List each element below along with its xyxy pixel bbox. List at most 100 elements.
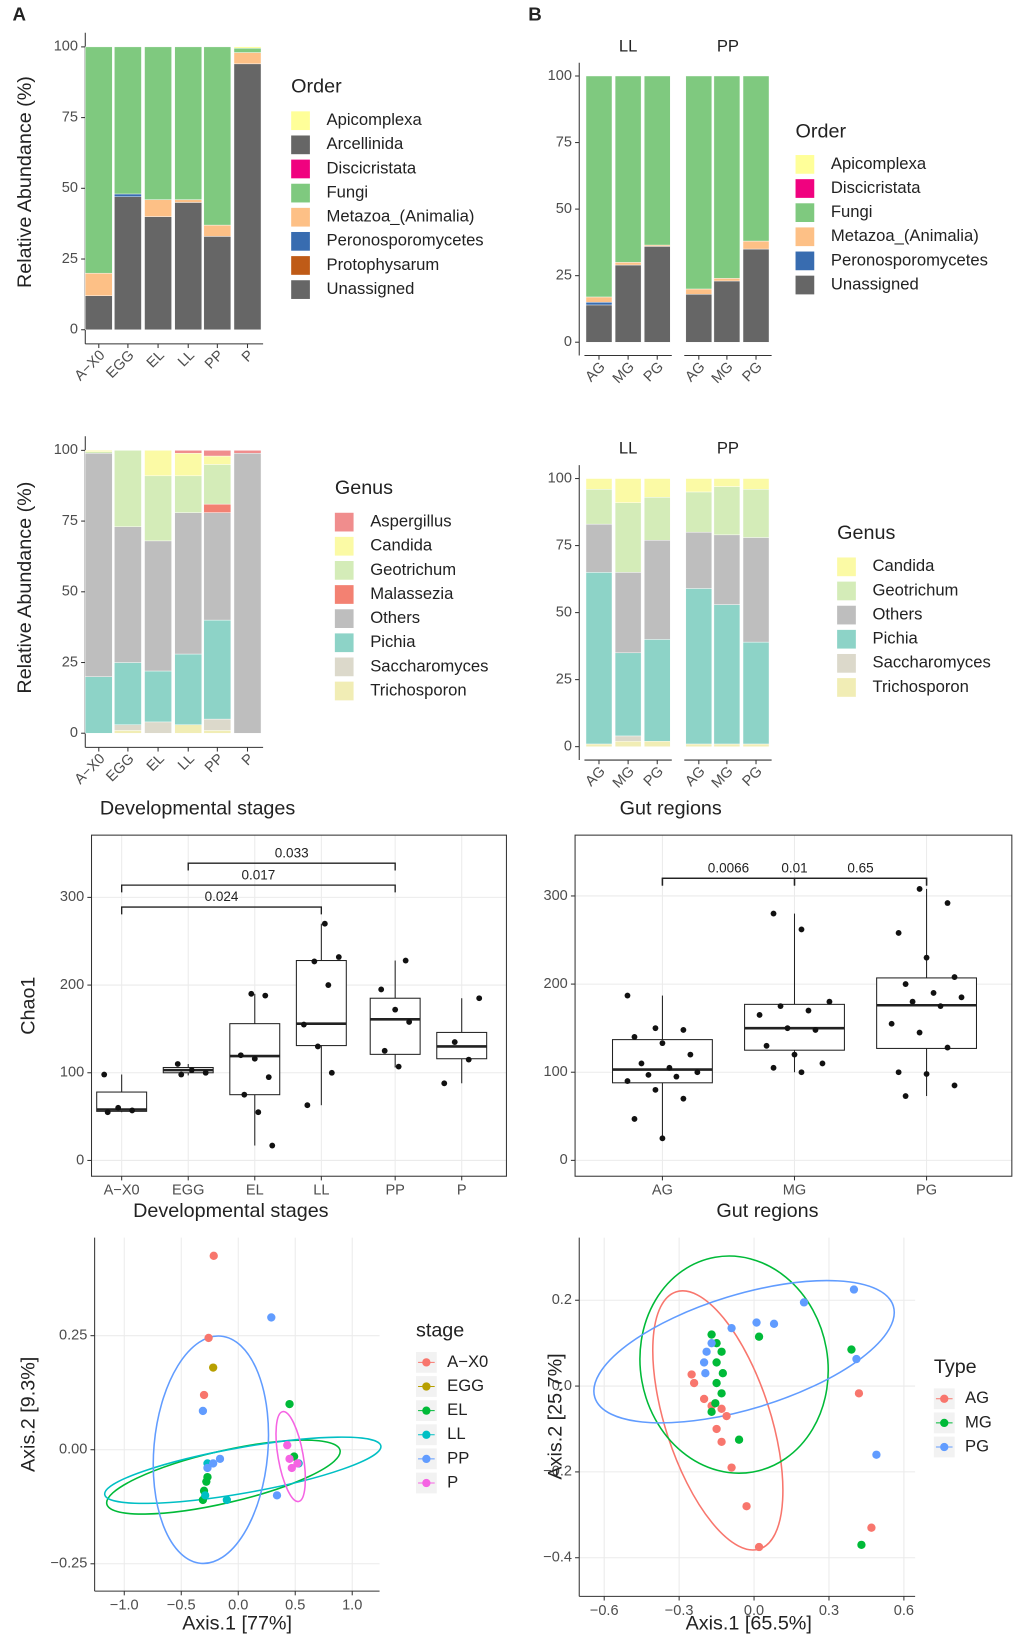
x-tick-label: MG	[709, 764, 737, 792]
bar-segment	[585, 572, 613, 745]
point	[203, 1463, 212, 1473]
point	[722, 1411, 731, 1421]
x-axis-title: Axis.1 [77%]	[182, 1613, 292, 1635]
legend-label: Arcellinida	[327, 134, 404, 153]
x-tick-label: PG	[641, 764, 667, 790]
point	[717, 1389, 726, 1398]
y-tick-label: 0.25	[59, 1328, 87, 1344]
x-tick-label: 0.5	[285, 1598, 305, 1614]
point	[666, 1064, 673, 1071]
legend-label: Saccharomyces	[370, 656, 488, 675]
bar-segment	[114, 193, 142, 198]
bar-segment	[585, 75, 613, 298]
legend-label: Fungi	[327, 182, 369, 201]
legend-label: Candida	[872, 556, 935, 575]
point	[476, 995, 483, 1002]
legend-label: Metazoa_(Animalia)	[327, 207, 475, 226]
legend-key	[795, 227, 815, 247]
bar-segment	[713, 280, 741, 343]
x-tick-label: PG	[740, 764, 766, 790]
x-tick-label: 0.0	[228, 1598, 248, 1614]
point	[104, 1109, 111, 1116]
x-tick-label: AG	[652, 1183, 673, 1199]
x-tick-label: A−X0	[72, 347, 109, 384]
point	[269, 1142, 276, 1149]
bar-segment	[144, 475, 172, 542]
bar-segment	[614, 572, 642, 654]
legend-label: EL	[447, 1400, 467, 1419]
bar-segment	[685, 743, 713, 747]
legend-label: PP	[447, 1448, 469, 1467]
bar-segment	[685, 531, 713, 589]
y-tick-label: 25	[62, 654, 78, 670]
legend-key	[837, 678, 856, 697]
p-value: 0.65	[847, 861, 873, 876]
bar-segment	[85, 452, 113, 677]
legend-label: Candida	[370, 536, 433, 555]
point	[115, 1104, 122, 1111]
point	[267, 1313, 276, 1322]
point	[680, 1027, 687, 1033]
bar-segment	[85, 450, 113, 452]
bar-segment	[144, 721, 172, 734]
y-tick-label: −0.4	[543, 1550, 572, 1566]
point	[707, 1407, 716, 1416]
x-tick-label: EL	[144, 751, 168, 775]
panel	[579, 1237, 916, 1597]
legend-label: Geotrichum	[872, 580, 958, 599]
legend-label: Discicristata	[831, 178, 921, 197]
y-axis-title: Axis.2 [9.3%]	[17, 1357, 39, 1472]
bar-segment	[233, 52, 262, 65]
y-tick-label: 0	[76, 1152, 84, 1168]
point	[770, 910, 777, 917]
point	[209, 1459, 218, 1468]
point	[188, 1067, 195, 1074]
point	[727, 1463, 736, 1472]
legend-key	[334, 536, 354, 556]
point	[754, 1542, 764, 1552]
legend-label: Trichosporon	[370, 680, 466, 699]
bar-segment	[685, 491, 713, 533]
legend-label: Peronosporomycetes	[327, 231, 484, 250]
box	[369, 997, 421, 1055]
x-tick-label: PG	[641, 359, 667, 385]
legend-label: P	[447, 1472, 458, 1491]
bar-segment	[114, 730, 142, 734]
bar-segment	[742, 75, 770, 242]
point	[752, 1318, 761, 1327]
y-tick-label: 100	[54, 442, 78, 458]
point	[215, 1454, 225, 1464]
point	[689, 1378, 699, 1388]
bar-segment	[174, 653, 202, 725]
point	[129, 1107, 136, 1114]
x-tick-label: AG	[583, 359, 609, 385]
legend-key	[837, 629, 856, 649]
point	[465, 1056, 472, 1063]
legend-label: Fungi	[831, 202, 873, 221]
x-tick-label: EL	[144, 347, 168, 371]
point	[314, 1043, 321, 1050]
point	[717, 1404, 726, 1413]
x-tick-label: 0.6	[894, 1603, 914, 1619]
legend-key	[291, 183, 310, 203]
point	[624, 1078, 631, 1084]
point	[209, 1251, 218, 1260]
legend-title: Order	[291, 76, 342, 98]
legend-label: Apicomplexa	[831, 154, 927, 173]
bar-segment	[644, 246, 671, 343]
legend-label: Pichia	[872, 629, 918, 648]
point	[203, 1472, 212, 1482]
box	[876, 977, 978, 1049]
point	[712, 1358, 721, 1367]
legend-key	[291, 280, 310, 299]
legend-key-point	[422, 1406, 431, 1415]
x-tick-label: PG	[916, 1183, 937, 1199]
y-tick-label: −0.2	[543, 1464, 572, 1480]
point	[895, 1069, 902, 1076]
legend-key	[837, 653, 856, 673]
point	[328, 1069, 335, 1076]
point	[304, 1102, 311, 1109]
bar-segment	[614, 652, 642, 737]
x-tick-label: PP	[202, 751, 227, 776]
